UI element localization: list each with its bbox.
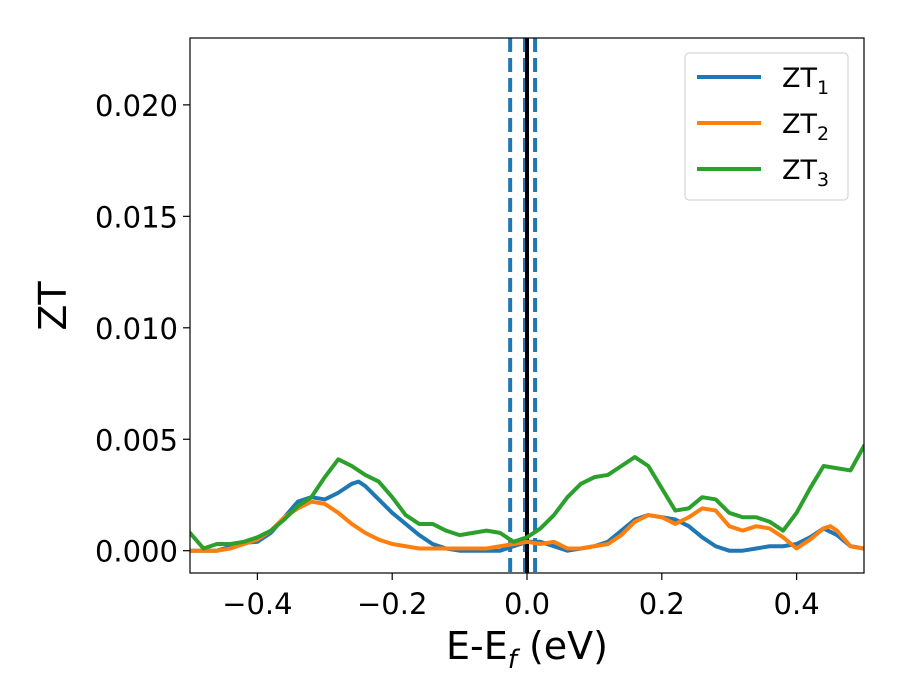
legend-label-subscript: 1 [817,77,829,99]
x-axis-title-unit: (eV) [517,624,608,668]
legend-label-main: ZT [782,155,817,186]
legend-label-subscript: 2 [817,123,829,145]
legend-label-1: ZT1 [782,63,829,99]
series-line-3 [190,443,864,551]
x-tick-label: −0.4 [222,587,292,621]
x-tick-label: 0.2 [639,587,685,621]
reference-lines [508,38,538,573]
y-axis-title: ZT [31,281,75,331]
legend-label-main: ZT [782,109,817,140]
y-tick-label: 0.020 [95,89,178,123]
legend-label-main: ZT [782,63,817,94]
legend-label-2: ZT2 [782,109,829,145]
y-axis: 0.000 0.005 0.010 0.015 0.020 [95,89,190,569]
x-axis-title-main: E-E [446,624,508,668]
y-tick-label: 0.015 [95,200,178,234]
legend-label-3: ZT3 [782,155,829,191]
x-tick-label: 0.4 [774,587,820,621]
legend-box [684,52,849,201]
y-tick-label: 0.010 [95,312,178,346]
series-layer [190,443,864,553]
y-tick-label: 0.005 [95,423,178,457]
x-axis-title: E-Ef (eV) [446,624,608,675]
y-tick-label: 0.000 [95,535,178,569]
series-line-2 [190,499,864,553]
x-tick-label: 0.0 [504,587,550,621]
legend-label-subscript: 3 [817,169,829,191]
x-tick-label: −0.2 [357,587,427,621]
x-axis: −0.4 −0.2 0.0 0.2 0.4 [222,573,820,621]
